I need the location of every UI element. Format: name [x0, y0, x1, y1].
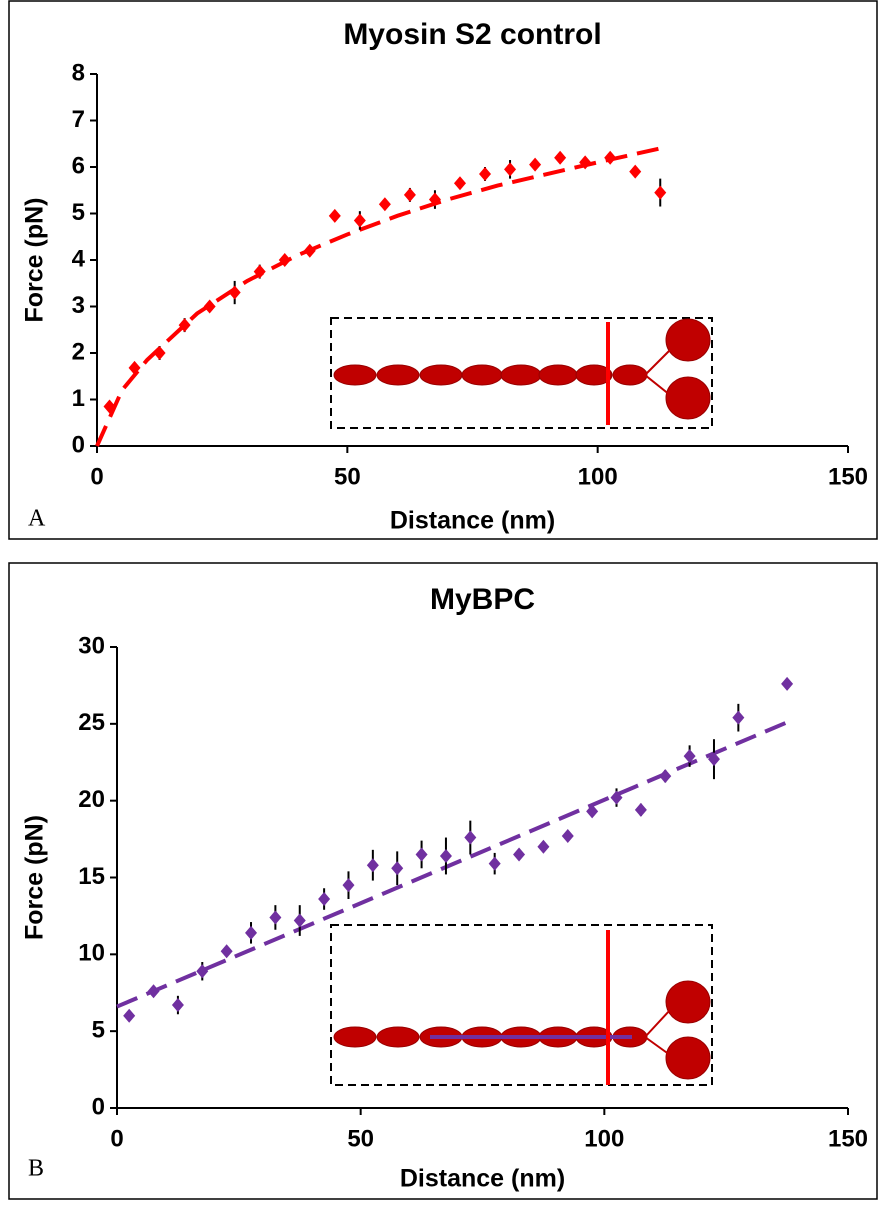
- x-tick-label: 150: [828, 463, 868, 490]
- y-tick-label: 0: [92, 1093, 105, 1120]
- x-tick-label: 0: [90, 463, 103, 490]
- data-point: [537, 839, 550, 854]
- y-tick-label: 20: [78, 786, 105, 813]
- y-tick-label: 0: [72, 431, 85, 458]
- y-axis-label: Force (pN): [21, 198, 49, 323]
- data-point: [128, 360, 141, 375]
- data-point: [342, 878, 355, 893]
- data-point: [586, 804, 599, 819]
- data-point: [278, 253, 291, 267]
- data-point: [634, 802, 647, 817]
- x-tick-label: 50: [334, 463, 361, 490]
- data-point: [303, 243, 316, 258]
- y-tick-label: 10: [78, 940, 105, 967]
- data-point: [391, 861, 404, 876]
- trendline: [95, 146, 661, 447]
- data-point: [403, 187, 416, 202]
- y-axis-label: Force (pN): [21, 815, 49, 940]
- data-point: [529, 157, 542, 172]
- data-point: [554, 150, 567, 165]
- x-tick-label: 100: [578, 463, 618, 490]
- data-point: [579, 155, 592, 170]
- panel-border: [8, 0, 878, 540]
- data-point: [415, 847, 428, 862]
- data-point: [366, 858, 379, 873]
- panel-border: [8, 562, 878, 1200]
- data-point: [353, 213, 366, 228]
- data-point: [203, 299, 216, 314]
- data-point: [103, 399, 116, 414]
- y-tick-label: 1: [72, 385, 85, 412]
- panel-label: A: [28, 506, 46, 532]
- data-point: [147, 984, 160, 999]
- x-axis-label: Distance (nm): [400, 1165, 565, 1193]
- x-tick-label: 0: [110, 1125, 123, 1152]
- y-tick-label: 6: [72, 152, 85, 179]
- data-point: [439, 848, 452, 863]
- x-tick-label: 50: [347, 1125, 374, 1152]
- data-point: [561, 829, 574, 844]
- data-point: [220, 944, 233, 959]
- data-point: [196, 964, 209, 979]
- y-tick-label: 15: [78, 863, 105, 890]
- panel-label: B: [28, 1156, 44, 1182]
- data-point: [659, 769, 672, 784]
- data-point: [228, 285, 241, 300]
- inset-b: [330, 924, 713, 1086]
- data-point: [178, 318, 191, 333]
- data-point: [253, 264, 266, 279]
- data-point: [378, 197, 391, 212]
- data-point: [293, 913, 306, 928]
- data-point: [504, 162, 517, 177]
- y-tick-label: 5: [72, 199, 85, 226]
- data-point: [654, 185, 667, 200]
- y-tick-label: 2: [72, 338, 85, 365]
- data-point: [604, 150, 617, 165]
- data-point: [707, 752, 720, 767]
- data-point: [269, 910, 282, 925]
- data-point: [318, 892, 331, 907]
- data-point: [610, 790, 623, 805]
- data-point: [453, 176, 466, 191]
- data-point: [513, 847, 526, 862]
- data-point: [171, 998, 184, 1013]
- data-point: [464, 830, 477, 845]
- y-tick-label: 25: [78, 709, 105, 736]
- data-point: [683, 749, 696, 764]
- y-tick-label: 7: [72, 106, 85, 133]
- y-tick-label: 8: [72, 59, 85, 86]
- data-point: [732, 710, 745, 725]
- x-tick-label: 100: [584, 1125, 624, 1152]
- data-point: [488, 856, 501, 871]
- data-point: [328, 208, 341, 223]
- data-point: [123, 1008, 136, 1023]
- data-point: [245, 925, 258, 940]
- x-tick-label: 150: [828, 1125, 868, 1152]
- y-tick-label: 4: [72, 245, 86, 272]
- y-tick-label: 30: [78, 632, 105, 659]
- y-tick-label: 5: [92, 1017, 105, 1044]
- data-point: [153, 346, 166, 360]
- data-point: [428, 192, 441, 207]
- data-point: [479, 166, 492, 181]
- inset-a: [330, 317, 713, 429]
- x-axis-label: Distance (nm): [390, 507, 555, 535]
- chart-title: Myosin S2 control: [343, 18, 601, 51]
- trendline: [116, 720, 788, 1009]
- chart-title: MyBPC: [430, 583, 535, 616]
- y-tick-label: 3: [72, 292, 85, 319]
- data-point: [629, 164, 642, 179]
- data-point: [781, 676, 794, 691]
